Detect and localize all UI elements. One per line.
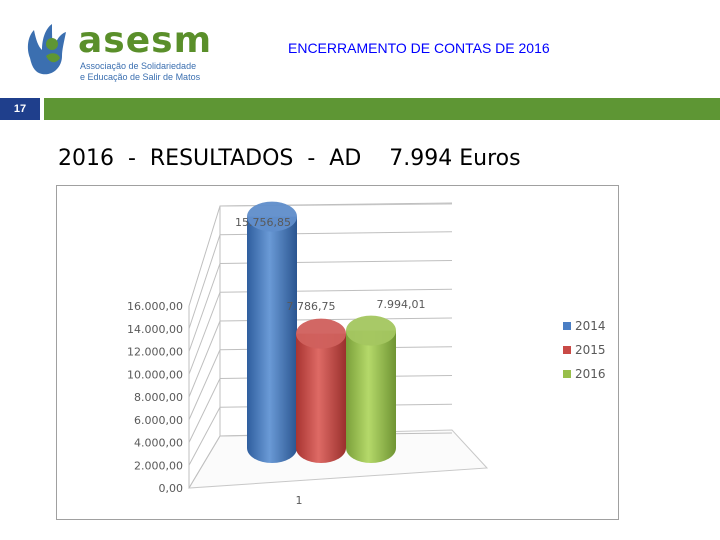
bar-top [346, 315, 396, 346]
y-tick-label: 0,00 [159, 482, 184, 495]
legend-swatch-2016 [563, 370, 571, 378]
bar-body [296, 333, 346, 463]
legend-swatch-2015 [563, 346, 571, 354]
gridline [188, 231, 453, 329]
data-label-2015: 7.786,75 [287, 300, 336, 313]
y-tick-label: 12.000,00 [127, 346, 183, 359]
bar-2015 [296, 318, 346, 463]
chart-frame: 0,00 2.000,00 4.000,00 6.000,00 8.000,00 10.0… [56, 185, 619, 520]
legend-label-2014: 2014 [575, 319, 606, 333]
y-tick-label: 2.000,00 [134, 459, 183, 472]
data-label-2016: 7.994,01 [377, 298, 426, 311]
y-tick-label: 16.000,00 [127, 300, 183, 313]
bar-top-highlight [346, 315, 396, 346]
legend-label-2015: 2015 [575, 343, 606, 357]
data-label-2014: 15.756,85 [235, 216, 291, 229]
logo-subtitle-line1: Associação de Solidariedade [80, 61, 197, 71]
y-tick-label: 14.000,00 [127, 323, 183, 336]
logo-subtitle-line2: e Educação de Salir de Matos [80, 72, 201, 82]
bar-2016 [346, 315, 396, 463]
deck-title: ENCERRAMENTO DE CONTAS DE 2016 [288, 40, 550, 56]
legend-swatch-2014 [563, 322, 571, 330]
header-divider-bar [44, 98, 720, 120]
y-tick-label: 10.000,00 [127, 368, 183, 381]
y-tick-label: 6.000,00 [134, 414, 183, 427]
bar-top-highlight [296, 318, 346, 349]
bar-top-highlight [247, 201, 297, 232]
hand-logo-icon [27, 24, 66, 75]
bar-top [296, 318, 346, 349]
y-tick-label: 8.000,00 [134, 391, 183, 404]
y-tick-label: 4.000,00 [134, 437, 183, 450]
legend-label-2016: 2016 [575, 367, 606, 381]
slide-number: 17 [0, 98, 40, 120]
x-category-label: 1 [296, 494, 303, 507]
results-chart: 0,00 2.000,00 4.000,00 6.000,00 8.000,00 10.0… [127, 201, 606, 507]
logo-name: asesm [78, 20, 213, 61]
bar-body [247, 216, 297, 463]
bar-top [247, 201, 297, 232]
asesm-logo: asesm Associação de Solidariedade e Educ… [22, 14, 211, 84]
bar-2014 [247, 201, 297, 463]
bar-body [346, 330, 396, 463]
slide-headline: 2016 - RESULTADOS - AD 7.994 Euros [58, 146, 521, 171]
